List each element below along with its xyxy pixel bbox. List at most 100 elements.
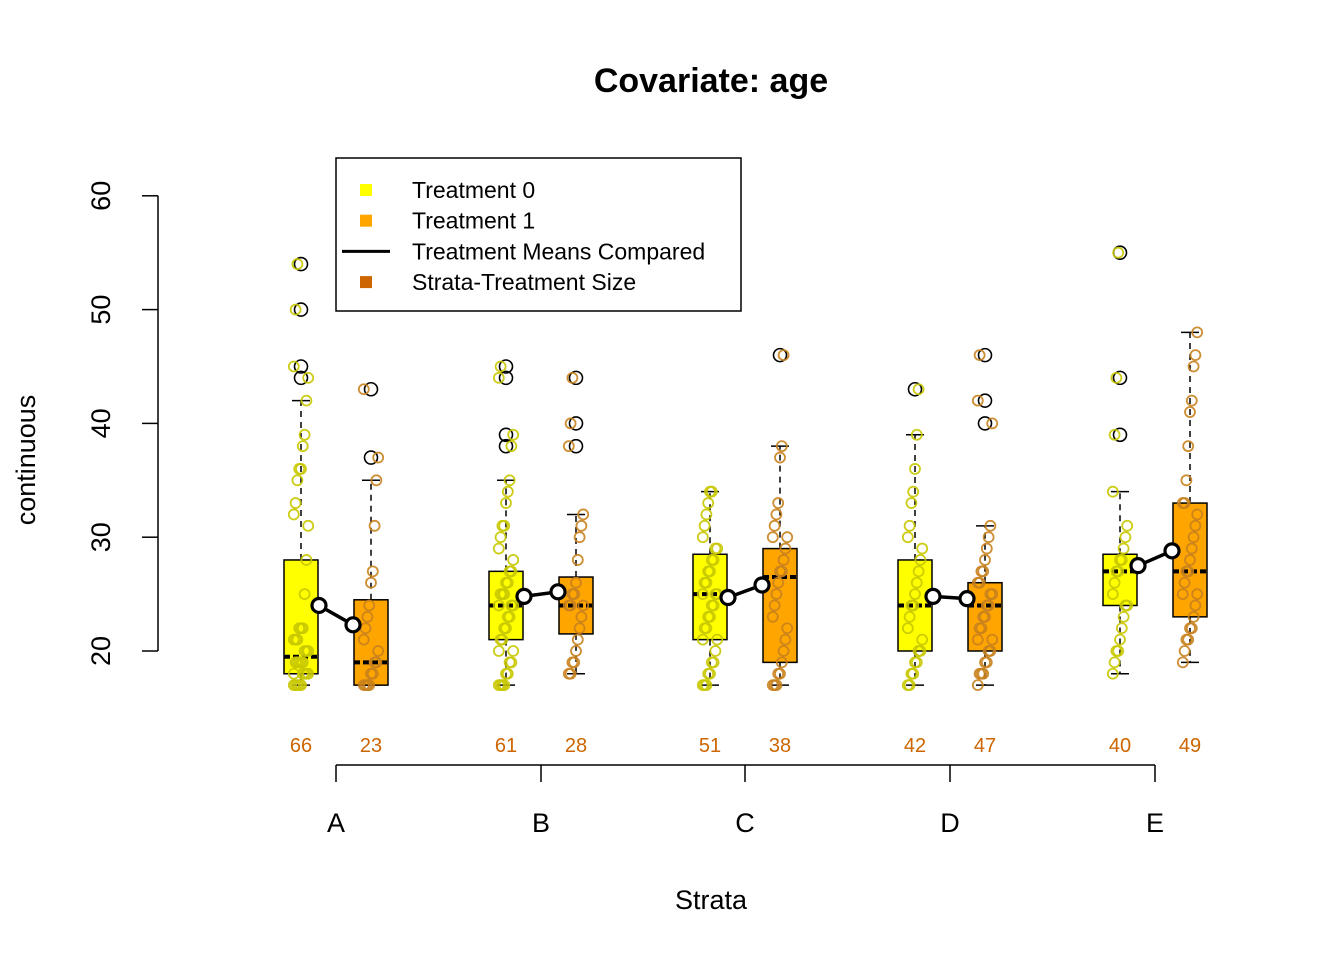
- x-tick-label: A: [327, 808, 345, 838]
- treatment1-point: [370, 656, 383, 669]
- treatment0-point: [503, 610, 516, 623]
- legend-box: [335, 157, 742, 312]
- treatment1-point: [1182, 440, 1195, 453]
- size-label-treatment1: 28: [565, 735, 587, 757]
- treatment1-point: [1189, 519, 1202, 532]
- mean-point-treatment1: [549, 583, 567, 601]
- treatment1-point: [1189, 349, 1202, 362]
- treatment1-point: [1184, 406, 1196, 418]
- treatment0-point: [298, 588, 311, 600]
- legend-item-label: Treatment 0: [412, 177, 535, 203]
- treatment0-point: [1117, 542, 1130, 555]
- treatment1-point: [1178, 645, 1191, 657]
- treatment1-point: [562, 440, 575, 453]
- treatment1-outlier: [568, 416, 584, 431]
- treatment0-point: [907, 599, 920, 612]
- size-label-treatment1: 23: [360, 735, 382, 757]
- treatment0-point: [907, 485, 920, 498]
- treatment0-point: [298, 428, 311, 441]
- treatment1-point: [1191, 588, 1204, 600]
- treatment0-point: [505, 440, 518, 453]
- treatment0-point: [507, 554, 520, 566]
- treatment1-point: [984, 645, 997, 657]
- treatment1-point: [775, 565, 788, 578]
- treatment1-point: [777, 349, 790, 362]
- treatment1-point: [1189, 599, 1202, 612]
- size-label-treatment0: 61: [495, 735, 517, 757]
- x-tick-label: C: [735, 808, 755, 838]
- treatment0-point: [291, 633, 304, 646]
- treatment0-point: [1114, 633, 1126, 646]
- treatment0-point: [1115, 622, 1128, 635]
- treatment0-outlier: [293, 256, 309, 272]
- treatment1-point: [566, 371, 579, 384]
- treatment0-point: [1108, 656, 1121, 669]
- treatment1-outlier: [363, 450, 379, 465]
- treatment1-point: [781, 622, 794, 635]
- treatment0-point: [1115, 554, 1128, 566]
- treatment1-point: [774, 451, 786, 464]
- mean-point-treatment1: [1163, 542, 1181, 560]
- size-label-treatment0: 40: [1109, 735, 1131, 757]
- treatment1-point: [357, 633, 370, 646]
- treatment0-point: [903, 519, 916, 532]
- treatment1-point: [575, 519, 588, 532]
- treatment0-point: [1121, 519, 1134, 532]
- treatment0-point: [903, 679, 916, 692]
- treatment0-point: [498, 679, 511, 692]
- treatment1-point: [980, 542, 993, 555]
- stratum-E: 40 49: [1102, 245, 1208, 757]
- treatment1-point: [977, 667, 990, 680]
- treatment0-point: [709, 645, 722, 657]
- treatment1-point: [573, 531, 586, 544]
- treatment0-point: [702, 497, 715, 509]
- treatment1-point: [766, 610, 779, 623]
- treatment0-point: [905, 497, 918, 509]
- treatment1-point: [1185, 394, 1198, 407]
- treatment0-point: [700, 622, 713, 635]
- legend-square-symbol: [360, 214, 372, 227]
- treatment1-point: [973, 576, 986, 589]
- treatment0-point: [494, 531, 507, 544]
- treatment0-point: [707, 554, 720, 566]
- stratum-A: 66 23: [283, 256, 389, 757]
- treatment1-point: [777, 645, 790, 657]
- x-tick-label: D: [940, 808, 960, 838]
- treatment0-point: [696, 588, 709, 600]
- treatment1-box: [1172, 502, 1208, 618]
- treatment0-point: [910, 576, 923, 589]
- treatment1-outlier: [568, 438, 584, 454]
- y-tick-label: 30: [86, 522, 116, 552]
- treatment0-point: [700, 508, 713, 521]
- treatment1-outlier: [363, 381, 379, 397]
- treatment1-point: [1184, 554, 1196, 566]
- treatment0-point: [914, 645, 927, 657]
- treatment0-point: [503, 474, 516, 487]
- x-axis: A B C D E: [327, 764, 1164, 838]
- treatment0-point: [901, 622, 914, 635]
- treatment1-point: [361, 610, 374, 623]
- treatment1-point: [775, 440, 788, 453]
- treatment1-point: [370, 474, 383, 487]
- treatment0-point: [704, 610, 716, 623]
- treatment1-outlier: [568, 370, 584, 386]
- size-label-treatment1: 49: [1179, 735, 1201, 757]
- treatment1-point: [775, 656, 788, 669]
- treatment0-point: [1106, 588, 1119, 600]
- legend-item-label: Strata-Treatment Size: [412, 269, 636, 295]
- treatment1-point: [781, 531, 794, 544]
- treatment0-point: [912, 383, 925, 396]
- treatment1-point: [1187, 610, 1200, 623]
- treatment1-point: [365, 576, 377, 589]
- size-label-treatment1: 47: [974, 735, 996, 757]
- treatment0-point: [1108, 576, 1121, 589]
- treatment0-point: [1106, 485, 1119, 498]
- treatment1-point: [363, 599, 376, 612]
- legend-item-label: Treatment Means Compared: [412, 238, 705, 264]
- treatment0-point: [707, 599, 720, 612]
- treatment1-point: [982, 531, 995, 544]
- treatment0-outlier: [293, 359, 309, 374]
- treatment0-point: [296, 622, 309, 635]
